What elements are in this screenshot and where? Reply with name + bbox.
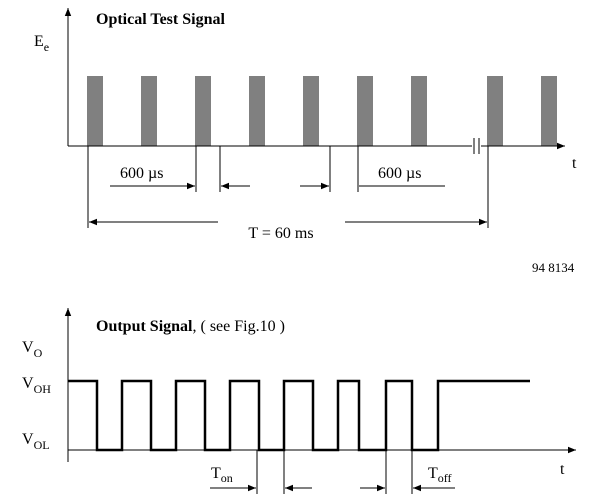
bursts [87,76,557,146]
low-label: VOL [22,431,50,452]
optical-panel: Optical Test Signal Ee t 600 µs 600 µs T… [34,8,577,242]
figure-id: 94 8134 [532,260,575,275]
x-label: t [560,461,565,478]
ton-label: Ton [211,465,233,485]
y-label: VO [22,339,43,360]
x-label: t [572,155,577,172]
output-waveform [68,379,530,452]
dim-label: 600 µs [378,165,421,182]
title: Optical Test Signal [96,11,225,28]
output-panel: Output Signal, ( see Fig.10 ) VO VOH VOL… [22,308,576,494]
toff-label: Toff [428,465,452,485]
period-label: T = 60 ms [248,225,313,242]
high-label: VOH [22,375,51,396]
dim-label: 600 µs [120,165,163,182]
title: Output Signal, ( see Fig.10 ) [96,318,285,335]
y-label: Ee [34,33,49,54]
